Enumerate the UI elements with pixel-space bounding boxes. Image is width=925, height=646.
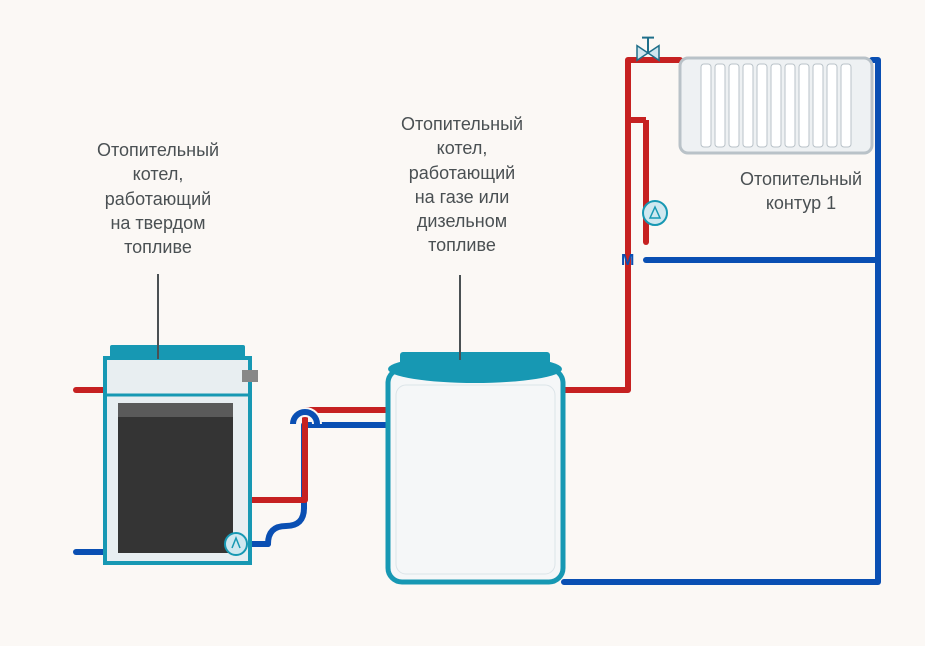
label-m: M [621, 252, 634, 270]
gas-diesel-boiler [388, 352, 563, 582]
leader-boiler1 [157, 274, 159, 359]
valve-top [637, 38, 659, 61]
pipe-cold [268, 508, 304, 544]
pipe-hot [563, 60, 680, 390]
circulation-pump [643, 201, 667, 225]
label-circuit: Отопительный контур 1 [716, 167, 886, 216]
solid-fuel-boiler [105, 345, 258, 563]
pipe-cold [304, 425, 388, 508]
label-boiler2: Отопительный котел, работающий на газе и… [367, 112, 557, 258]
label-boiler1: Отопительный котел, работающий на твердо… [63, 138, 253, 259]
diagram-canvas [0, 0, 925, 646]
radiator [680, 58, 872, 153]
valve-return [225, 533, 247, 555]
leader-boiler2 [459, 275, 461, 360]
